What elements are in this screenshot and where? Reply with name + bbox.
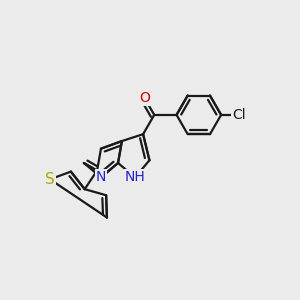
Text: Cl: Cl bbox=[232, 108, 246, 122]
Text: N: N bbox=[96, 170, 106, 184]
Text: S: S bbox=[45, 172, 55, 187]
Text: NH: NH bbox=[125, 170, 146, 184]
Text: O: O bbox=[139, 92, 150, 106]
